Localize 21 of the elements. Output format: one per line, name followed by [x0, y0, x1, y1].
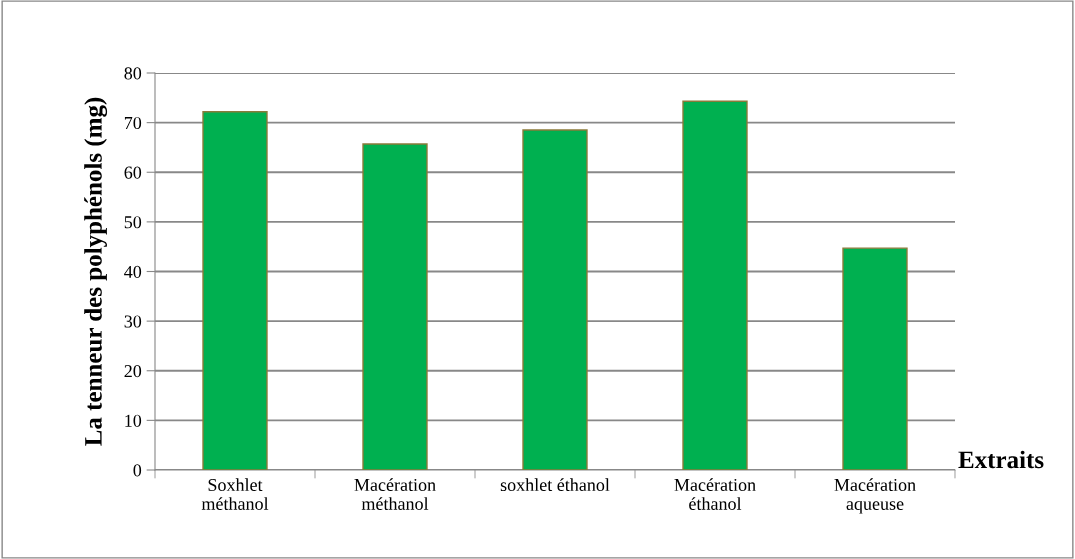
- y-tick-label: 80: [124, 67, 142, 80]
- y-tick-label: 0: [133, 464, 142, 477]
- y-tick-label: 30: [124, 315, 142, 328]
- bar: [362, 143, 428, 470]
- y-tick-label: 10: [125, 414, 142, 427]
- y-tick-label: 40: [124, 265, 142, 278]
- bar: [522, 129, 588, 470]
- x-tick-label: Macération méthanol: [354, 478, 436, 510]
- x-axis-title: Extraits: [958, 450, 1044, 469]
- bar: [202, 111, 268, 470]
- y-tick-label: 70: [124, 116, 142, 130]
- bar: [842, 247, 908, 470]
- y-tick-label: 60: [124, 166, 142, 179]
- y-tick-label: 50: [124, 216, 142, 229]
- bar: [682, 100, 748, 470]
- y-axis-title: La tenneur des polyphénols (mg): [84, 97, 108, 446]
- y-tick-label: 20: [124, 365, 142, 378]
- x-tick-label: Macération éthanol: [674, 478, 756, 510]
- x-tick-label: Macération aqueuse: [834, 478, 916, 514]
- x-tick-label: soxhlet éthanol: [500, 478, 610, 492]
- x-tick-label: Soxhlet méthanol: [201, 478, 269, 510]
